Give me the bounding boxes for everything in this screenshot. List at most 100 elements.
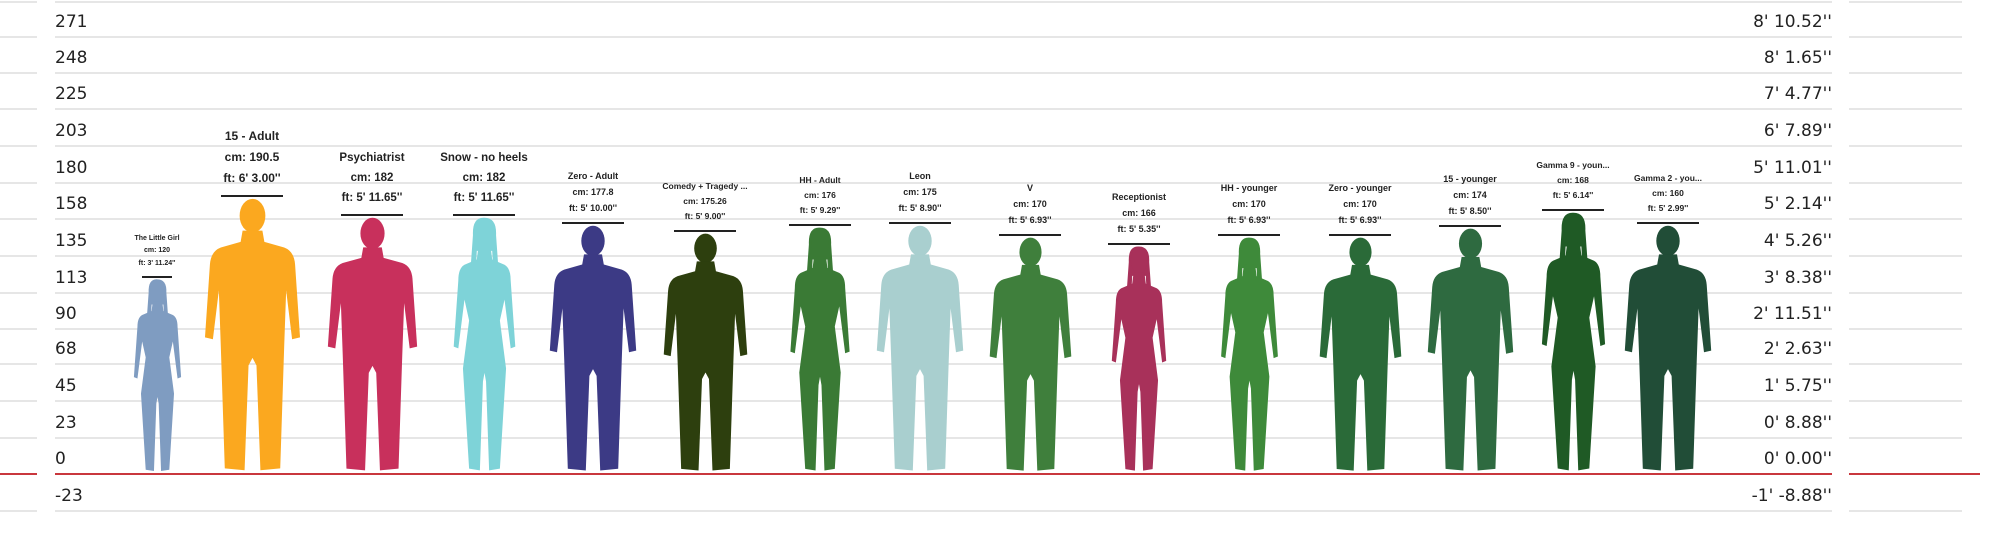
left-tick-label: 203: [55, 121, 88, 141]
person-silhouette-icon: [549, 225, 637, 471]
figure-ft-text: ft: 5' 11.65'': [341, 192, 403, 205]
person-silhouette-icon: [1427, 228, 1513, 471]
gridline: [1849, 218, 1962, 220]
figure-female-silhouette: [1105, 245, 1173, 473]
figure-male-silhouette: [1426, 227, 1515, 473]
gridline: [1849, 292, 1962, 294]
figure-male-silhouette: [1318, 236, 1403, 473]
gridline: [0, 145, 37, 147]
figure-cm-text: cm: 176: [804, 189, 836, 200]
figure-cm-text: cm: 175: [903, 186, 937, 197]
gridline: [55, 510, 1832, 512]
gridline: [1849, 36, 1962, 38]
figure-male-silhouette: [662, 232, 749, 473]
gridline: [0, 363, 37, 365]
height-marker-line: [142, 276, 172, 278]
height-marker-line: [1542, 209, 1604, 211]
gridline: [1849, 145, 1962, 147]
figure-cm-text: cm: 174: [1453, 189, 1487, 200]
figure-name-text: Psychiatrist: [339, 152, 405, 164]
person-silhouette-icon: [204, 198, 300, 471]
person-silhouette-icon: [1111, 246, 1167, 471]
person-silhouette-icon: [1624, 225, 1712, 471]
left-tick-label: 271: [55, 12, 88, 32]
person-silhouette-icon: [133, 279, 181, 472]
figure-label: HH - Adult cm: 176 ft: 5' 9.29'': [799, 173, 840, 218]
figure-ft-text: ft: 5' 9.29'': [799, 204, 841, 215]
height-marker-line: [1108, 243, 1170, 245]
figure-name-text: V: [1026, 183, 1033, 193]
figure-male-silhouette: [203, 197, 302, 473]
height-marker-line: [1329, 234, 1391, 236]
figure-cm-text: cm: 168: [1557, 174, 1589, 185]
gridline: [0, 182, 37, 184]
gridline: [1849, 510, 1962, 512]
gridline: [0, 510, 37, 512]
height-marker-line: [889, 222, 951, 224]
figure-label: Comedy + Tragedy ... cm: 175.26 ft: 5' 9.0…: [662, 179, 747, 224]
zero-line: [1849, 473, 1980, 475]
left-tick-label: 113: [55, 268, 88, 288]
figure-female-silhouette: [128, 278, 187, 473]
figure-label: Gamma 2 - you... cm: 160 ft: 5' 2.99'': [1634, 171, 1702, 216]
height-marker-line: [789, 224, 851, 226]
figure-ft-text: ft: 5' 6.14'': [1552, 189, 1594, 200]
figure-label: Gamma 9 - youn... cm: 168 ft: 5' 6.14'': [1536, 158, 1609, 203]
figure-ft-text: ft: 5' 8.90'': [898, 202, 942, 213]
person-silhouette-icon: [1220, 237, 1278, 471]
figure-cm-text: cm: 170: [1343, 198, 1377, 209]
figure-cm-text: cm: 170: [1013, 198, 1047, 209]
left-tick-label: 158: [55, 194, 88, 214]
height-marker-line: [562, 222, 624, 224]
figure-cm-text: cm: 190.5: [224, 150, 280, 164]
figure-name-text: 15 - Adult: [224, 129, 280, 143]
figure-label: 15 - Adult cm: 190.5 ft: 6' 3.00'': [223, 126, 280, 189]
gridline: [55, 182, 1832, 184]
right-tick-label: 2' 2.63'': [1763, 339, 1832, 359]
figure-female-silhouette: [783, 226, 857, 473]
person-silhouette-icon: [790, 227, 850, 471]
right-tick-label: -1' -8.88'': [1751, 486, 1832, 506]
gridline: [1849, 400, 1962, 402]
right-tick-label: 5' 11.01'': [1753, 158, 1832, 178]
gridline: [55, 145, 1832, 147]
figure-male-silhouette: [326, 216, 419, 473]
figure-ft-text: ft: 5' 11.65'': [453, 192, 515, 205]
figure-label: HH - younger cm: 170 ft: 5' 6.93'': [1221, 181, 1278, 228]
height-marker-line: [341, 214, 403, 216]
gridline: [0, 292, 37, 294]
height-marker-line: [1637, 222, 1699, 224]
gridline: [0, 218, 37, 220]
right-tick-label: 2' 11.51'': [1753, 304, 1832, 324]
figure-label: Zero - Adult cm: 177.8 ft: 5' 10.00'': [568, 169, 618, 216]
figure-female-silhouette: [1214, 236, 1285, 473]
figure-name-text: Zero - younger: [1328, 183, 1392, 193]
height-marker-line: [999, 234, 1061, 236]
left-tick-label: 225: [55, 84, 88, 104]
right-tick-label: 0' 0.00'': [1763, 449, 1832, 469]
right-tick-label: 1' 5.75'': [1763, 376, 1832, 396]
figure-ft-text: ft: 3' 11.24'': [138, 259, 176, 267]
figure-name-text: HH - younger: [1220, 183, 1278, 193]
figure-ft-text: ft: 5' 5.35'': [1117, 223, 1161, 234]
person-silhouette-icon: [663, 233, 747, 471]
figure-cm-text: cm: 166: [1122, 207, 1156, 218]
figure-label: Zero - younger cm: 170 ft: 5' 6.93'': [1328, 181, 1391, 228]
figure-ft-text: ft: 6' 3.00'': [223, 171, 281, 185]
figure-name-text: Leon: [909, 171, 931, 181]
person-silhouette-icon: [989, 237, 1071, 471]
figure-ft-text: ft: 5' 10.00'': [569, 202, 617, 213]
figure-cm-text: cm: 182: [462, 172, 506, 185]
figure-cm-text: cm: 182: [350, 172, 394, 185]
figure-label: Snow - no heels cm: 182 ft: 5' 11.65'': [440, 148, 528, 208]
gridline: [1849, 363, 1962, 365]
figure-label: Psychiatrist cm: 182 ft: 5' 11.65'': [339, 148, 404, 208]
gridline: [0, 108, 37, 110]
right-tick-label: 7' 4.77'': [1763, 84, 1832, 104]
figure-cm-text: cm: 120: [143, 247, 171, 255]
gridline: [55, 255, 1832, 257]
figure-ft-text: ft: 5' 6.93'': [1227, 214, 1271, 225]
figure-cm-text: cm: 170: [1232, 198, 1266, 209]
height-marker-line: [453, 214, 515, 216]
figure-label: Receptionist cm: 166 ft: 5' 5.35'': [1112, 190, 1166, 237]
